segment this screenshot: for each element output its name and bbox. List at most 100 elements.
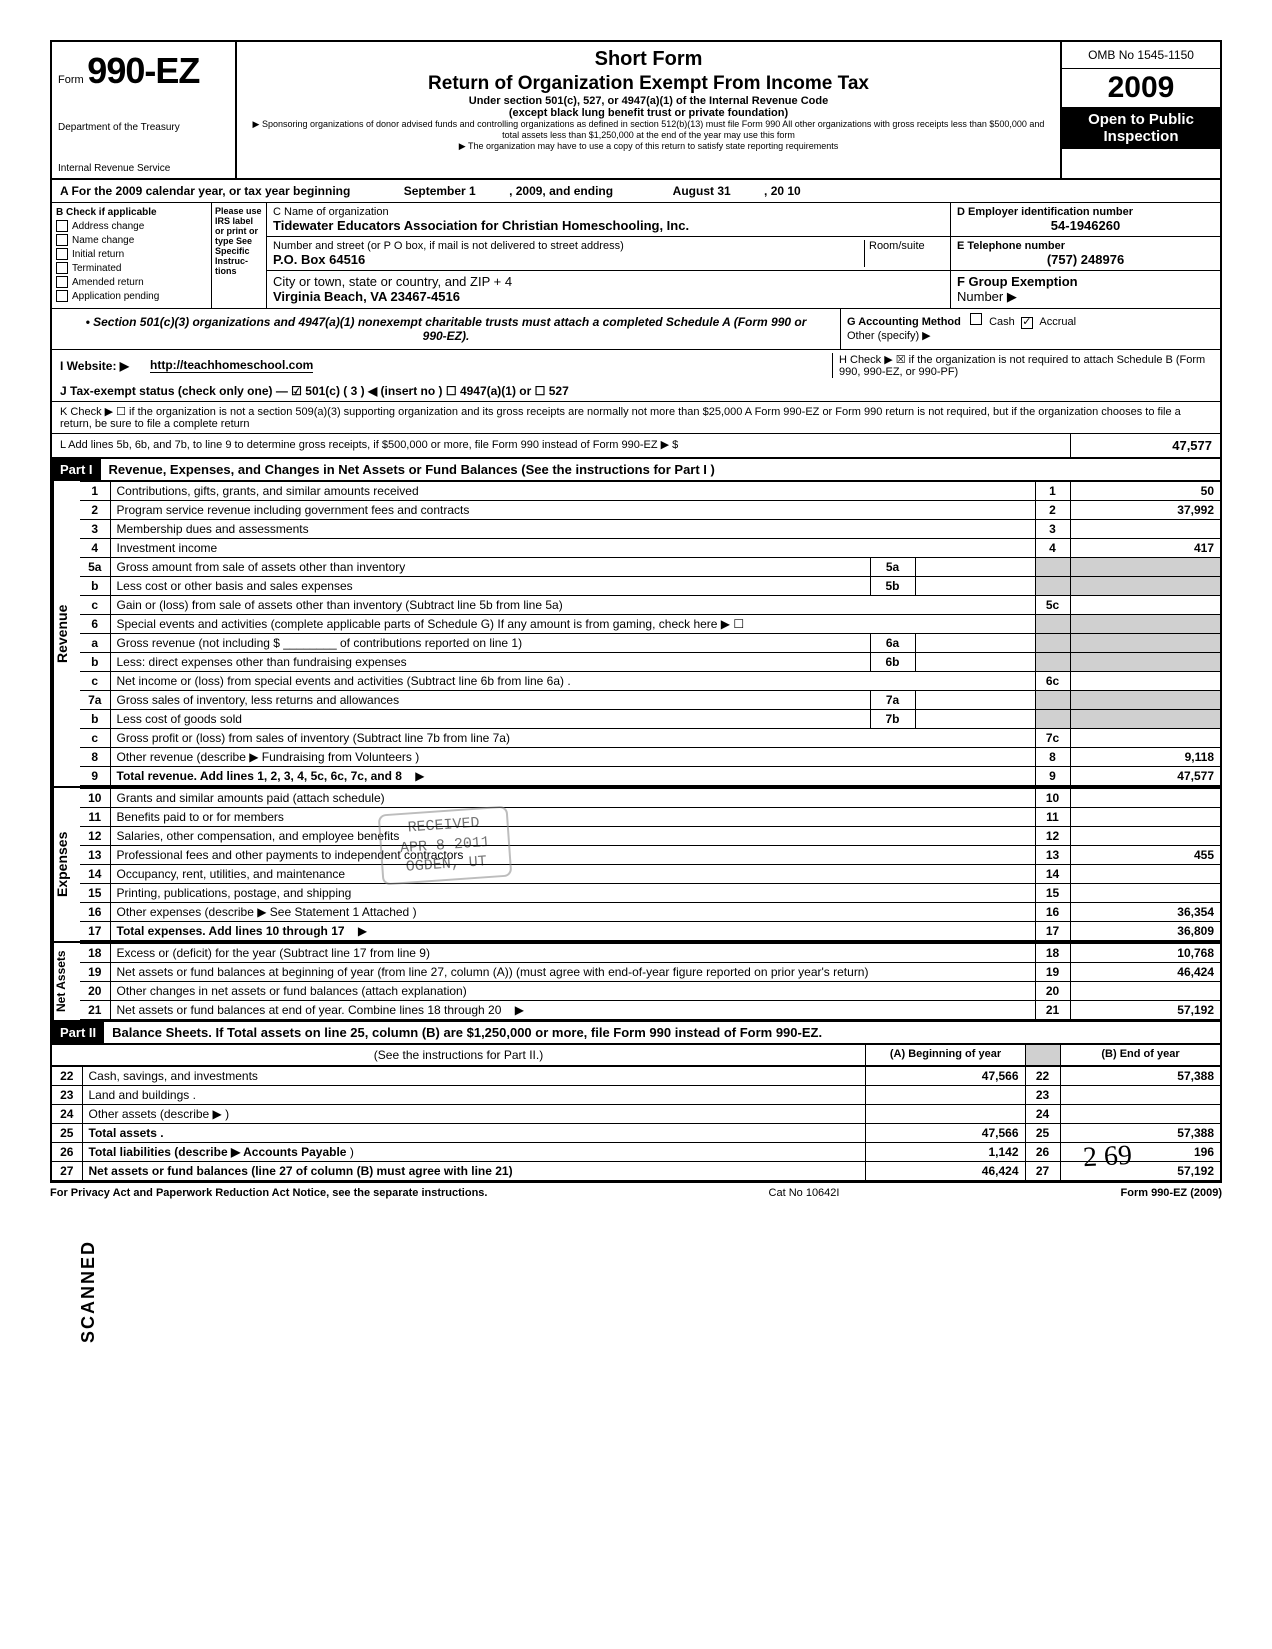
c-name-block: C Name of organization Tidewater Educato…: [267, 203, 950, 237]
footer-center: Cat No 10642I: [769, 1187, 840, 1199]
dept-irs: Internal Revenue Service: [58, 163, 229, 174]
part-2-header: Part II Balance Sheets. If Total assets …: [52, 1020, 1220, 1044]
org-name: Tidewater Educators Association for Chri…: [273, 218, 944, 233]
checkbox[interactable]: [56, 220, 68, 232]
cash-label: Cash: [989, 316, 1015, 328]
form-990ez: Form 990-EZ Department of the Treasury I…: [50, 40, 1222, 1183]
k-text: K Check ▶ ☐ if the organization is not a…: [60, 405, 1212, 430]
header-right: OMB No 1545-1150 2009 Open to Public Ins…: [1060, 42, 1220, 178]
e-block: E Telephone number (757) 248976: [951, 237, 1220, 271]
j-text: J Tax-exempt status (check only one) — ☑…: [60, 384, 569, 398]
open-public-2: Inspection: [1064, 128, 1218, 145]
year-09: 09: [1141, 71, 1174, 104]
line-row: 4 Investment income 4 417: [80, 539, 1220, 558]
fine-print-1: ▶ Sponsoring organizations of donor advi…: [247, 119, 1050, 141]
l-amount: 47,577: [1070, 434, 1220, 457]
netassets-table: 18 Excess or (deficit) for the year (Sub…: [80, 943, 1220, 1020]
row-a-end: , 20 10: [764, 184, 801, 198]
fine-print-2: ▶ The organization may have to use a cop…: [247, 141, 1050, 152]
omb-number: OMB No 1545-1150: [1062, 42, 1220, 69]
header-center: Short Form Return of Organization Exempt…: [237, 42, 1060, 178]
line-row: 2 Program service revenue including gove…: [80, 501, 1220, 520]
row-a-text: A For the 2009 calendar year, or tax yea…: [60, 184, 350, 198]
form-number: 990-EZ: [87, 50, 199, 91]
expenses-side-label: Expenses: [52, 788, 80, 941]
i-label: I Website: ▶: [60, 359, 150, 373]
footer-left: For Privacy Act and Paperwork Reduction …: [50, 1187, 487, 1199]
col-a-head: (A) Beginning of year: [865, 1045, 1025, 1065]
subtitle1: Under section 501(c), 527, or 4947(a)(1)…: [247, 95, 1050, 107]
room-suite: Room/suite: [864, 240, 944, 267]
checkbox-row: Address change: [56, 220, 207, 232]
checkbox[interactable]: [56, 262, 68, 274]
part2-instructions: (See the instructions for Part II.): [52, 1045, 865, 1065]
c-street-block: Number and street (or P O box, if mail i…: [267, 237, 950, 271]
line-row: a Gross revenue (not including $ _______…: [80, 634, 1220, 653]
main-title: Return of Organization Exempt From Incom…: [247, 73, 1050, 95]
tax-year: 2009: [1062, 69, 1220, 107]
line-row: 6 Special events and activities (complet…: [80, 615, 1220, 634]
checkbox[interactable]: [56, 276, 68, 288]
form-footer: For Privacy Act and Paperwork Reduction …: [50, 1183, 1222, 1203]
ein-val: 54-1946260: [957, 218, 1214, 233]
line-row: b Less cost of goods sold 7b: [80, 710, 1220, 729]
line-row: 20 Other changes in net assets or fund b…: [80, 982, 1220, 1001]
line-row: 8 Other revenue (describe ▶ Fundraising …: [80, 748, 1220, 767]
col-b-head: (B) End of year: [1060, 1045, 1220, 1065]
line-row: c Gain or (loss) from sale of assets oth…: [80, 596, 1220, 615]
accrual-checkbox[interactable]: ✓: [1021, 317, 1033, 329]
s501-text: • Section 501(c)(3) organizations and 49…: [52, 309, 840, 349]
netassets-section: Net Assets 18 Excess or (deficit) for th…: [52, 941, 1220, 1020]
line-row: 21 Net assets or fund balances at end of…: [80, 1001, 1220, 1020]
balance-row: 26 Total liabilities (describe ▶ Account…: [52, 1143, 1220, 1162]
checkbox-label: Terminated: [72, 263, 121, 274]
f-head: F Group Exemption: [957, 274, 1214, 289]
col-b: B Check if applicable Address changeName…: [52, 203, 212, 308]
row-a-month1: September 1: [404, 184, 476, 198]
line-row: 10 Grants and similar amounts paid (atta…: [80, 789, 1220, 808]
city-val: Virginia Beach, VA 23467-4516: [273, 289, 944, 304]
checkbox-row: Application pending: [56, 290, 207, 302]
cash-checkbox[interactable]: [970, 313, 982, 325]
scanned-label: SCANNED: [78, 1240, 99, 1343]
d-head: D Employer identification number: [957, 206, 1214, 218]
checkbox-label: Address change: [72, 221, 144, 232]
col-right: D Employer identification number 54-1946…: [950, 203, 1220, 308]
line-row: b Less cost or other basis and sales exp…: [80, 577, 1220, 596]
footer-right: Form 990-EZ (2009): [1121, 1187, 1222, 1199]
line-row: 19 Net assets or fund balances at beginn…: [80, 963, 1220, 982]
form-prefix: Form: [58, 74, 84, 86]
h-check: H Check ▶ ☒ if the organization is not r…: [832, 353, 1212, 378]
checkbox[interactable]: [56, 290, 68, 302]
street-val: P.O. Box 64516: [273, 252, 864, 267]
checkbox-label: Amended return: [72, 277, 144, 288]
handwritten-note: 2 69: [1082, 1140, 1133, 1175]
g-other: Other (specify) ▶: [847, 329, 1214, 342]
street-head: Number and street (or P O box, if mail i…: [273, 240, 864, 252]
revenue-side-label: Revenue: [52, 481, 80, 786]
line-row: 7a Gross sales of inventory, less return…: [80, 691, 1220, 710]
checkbox-label: Initial return: [72, 249, 124, 260]
expenses-table: 10 Grants and similar amounts paid (atta…: [80, 788, 1220, 941]
col-irs-instructions: Please use IRS label or print or type Se…: [212, 203, 267, 308]
subtitle2: (except black lung benefit trust or priv…: [247, 107, 1050, 119]
balance-row: 24 Other assets (describe ▶ ) 24: [52, 1105, 1220, 1124]
part-1-header: Part I Revenue, Expenses, and Changes in…: [52, 459, 1220, 481]
c-head: C Name of organization: [273, 206, 944, 218]
phone-val: (757) 248976: [957, 252, 1214, 267]
part-2-label: Part II: [52, 1022, 104, 1043]
line-row: 12 Salaries, other compensation, and emp…: [80, 827, 1220, 846]
checkbox[interactable]: [56, 234, 68, 246]
open-public-1: Open to Public: [1064, 111, 1218, 128]
open-public: Open to Public Inspection: [1062, 107, 1220, 149]
netassets-side-label: Net Assets: [52, 943, 80, 1020]
form-header: Form 990-EZ Department of the Treasury I…: [52, 42, 1220, 180]
row-a-month2: August 31: [673, 184, 731, 198]
g-accounting: G Accounting Method Cash ✓ Accrual: [847, 313, 1214, 329]
revenue-section: Revenue 1 Contributions, gifts, grants, …: [52, 481, 1220, 786]
checkbox[interactable]: [56, 248, 68, 260]
line-row: c Net income or (loss) from special even…: [80, 672, 1220, 691]
line-row: 11 Benefits paid to or for members 11: [80, 808, 1220, 827]
col-c: C Name of organization Tidewater Educato…: [267, 203, 950, 308]
s501-right: G Accounting Method Cash ✓ Accrual Other…: [840, 309, 1220, 349]
